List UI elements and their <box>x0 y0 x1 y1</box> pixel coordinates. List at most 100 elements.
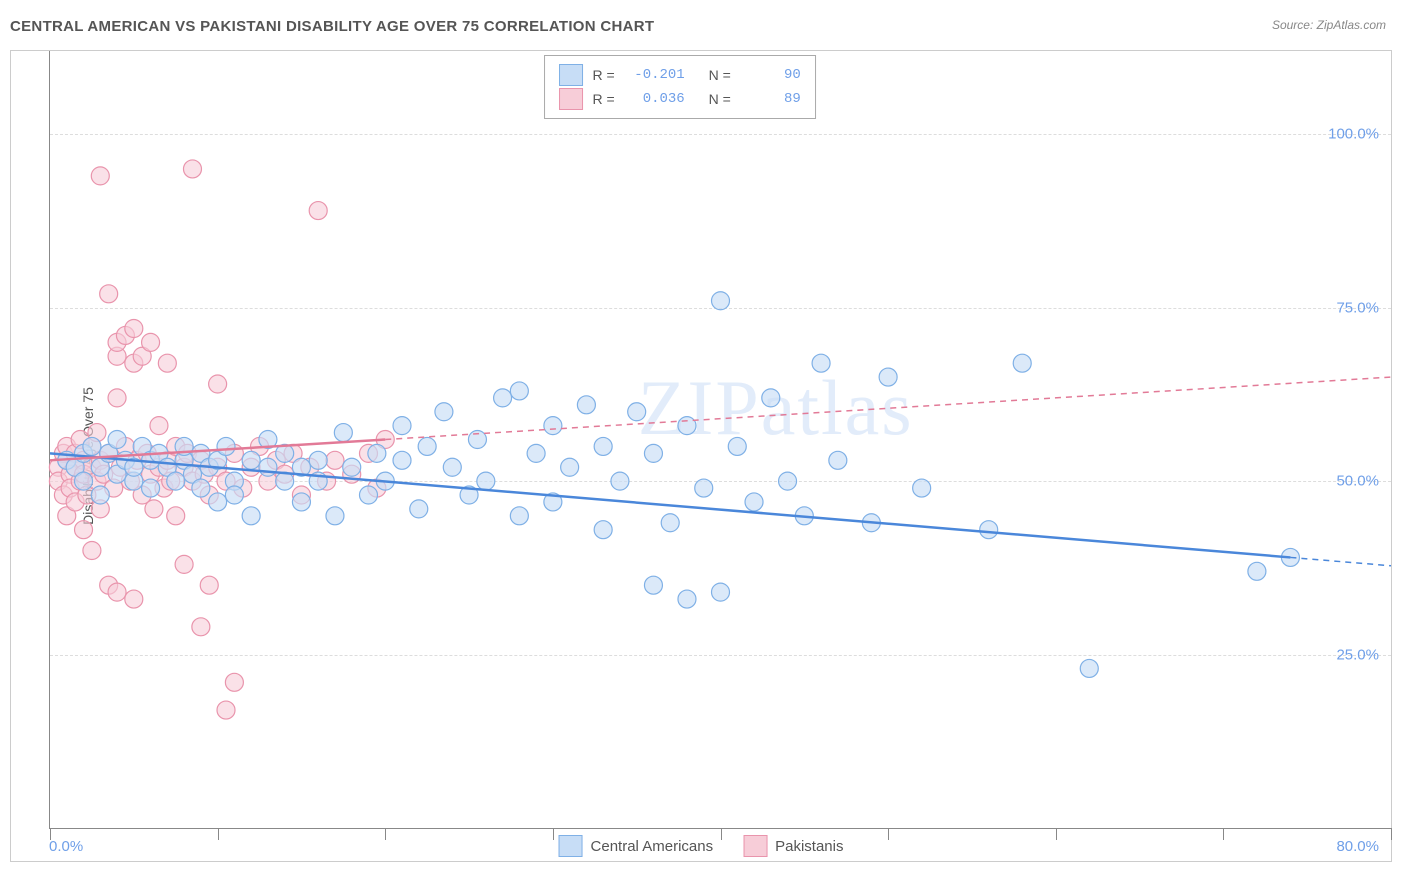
data-point <box>158 354 176 372</box>
data-point <box>142 479 160 497</box>
data-point <box>175 555 193 573</box>
n-label: N = <box>709 67 731 83</box>
x-tick <box>1223 828 1224 840</box>
data-point <box>183 160 201 178</box>
y-tick-label: 75.0% <box>1336 299 1379 316</box>
data-point <box>594 521 612 539</box>
data-point <box>913 479 931 497</box>
data-point <box>661 514 679 532</box>
data-point <box>209 493 227 511</box>
data-point <box>292 493 310 511</box>
data-point <box>309 451 327 469</box>
correlation-legend: R = -0.201 N = 90 R = 0.036 N = 89 <box>544 55 816 119</box>
data-point <box>611 472 629 490</box>
data-point <box>83 542 101 560</box>
data-point <box>200 576 218 594</box>
source-label: Source: ZipAtlas.com <box>1272 18 1386 32</box>
data-point <box>594 437 612 455</box>
data-point <box>510 382 528 400</box>
legend-label: Central Americans <box>591 838 714 855</box>
data-point <box>980 521 998 539</box>
x-axis-min-label: 0.0% <box>49 838 83 855</box>
data-point <box>108 583 126 601</box>
r-value: -0.201 <box>625 67 685 83</box>
x-tick <box>553 828 554 840</box>
data-point <box>242 451 260 469</box>
data-point <box>695 479 713 497</box>
trend-line-projection <box>1290 557 1391 565</box>
header: CENTRAL AMERICAN VS PAKISTANI DISABILITY… <box>0 18 1406 42</box>
data-point <box>712 583 730 601</box>
data-point <box>1080 659 1098 677</box>
data-point <box>167 472 185 490</box>
data-point <box>217 437 235 455</box>
data-point <box>494 389 512 407</box>
data-point <box>75 472 93 490</box>
x-axis-max-label: 80.0% <box>1336 838 1379 855</box>
data-point <box>561 458 579 476</box>
data-point <box>728 437 746 455</box>
y-tick-label: 50.0% <box>1336 473 1379 490</box>
swatch-icon <box>559 835 583 857</box>
data-point <box>242 507 260 525</box>
data-point <box>829 451 847 469</box>
data-point <box>209 375 227 393</box>
y-tick-label: 25.0% <box>1336 646 1379 663</box>
data-point <box>368 444 386 462</box>
data-point <box>544 417 562 435</box>
data-point <box>259 458 277 476</box>
data-point <box>91 486 109 504</box>
chart-svg <box>50 51 1391 828</box>
x-tick <box>1391 828 1392 840</box>
r-label: R = <box>593 67 615 83</box>
data-point <box>225 486 243 504</box>
data-point <box>644 444 662 462</box>
data-point <box>343 458 361 476</box>
r-value: 0.036 <box>625 91 685 107</box>
data-point <box>75 521 93 539</box>
data-point <box>527 444 545 462</box>
data-point <box>108 389 126 407</box>
n-value: 90 <box>741 67 801 83</box>
data-point <box>678 417 696 435</box>
data-point <box>125 320 143 338</box>
swatch-icon <box>559 64 583 86</box>
trend-line <box>50 453 1290 557</box>
data-point <box>334 424 352 442</box>
n-value: 89 <box>741 91 801 107</box>
data-point <box>167 507 185 525</box>
y-tick-label: 100.0% <box>1328 126 1379 143</box>
data-point <box>393 451 411 469</box>
data-point <box>192 618 210 636</box>
data-point <box>435 403 453 421</box>
x-tick <box>1056 828 1057 840</box>
data-point <box>418 437 436 455</box>
legend-item: Central Americans <box>559 835 714 857</box>
data-point <box>762 389 780 407</box>
data-point <box>443 458 461 476</box>
data-point <box>577 396 595 414</box>
data-point <box>678 590 696 608</box>
data-point <box>779 472 797 490</box>
legend-item: Pakistanis <box>743 835 843 857</box>
legend-row: R = -0.201 N = 90 <box>559 64 801 86</box>
series-legend: Central Americans Pakistanis <box>559 835 844 857</box>
swatch-icon <box>743 835 767 857</box>
legend-label: Pakistanis <box>775 838 843 855</box>
data-point <box>1248 562 1266 580</box>
data-point <box>309 202 327 220</box>
data-point <box>745 493 763 511</box>
data-point <box>628 403 646 421</box>
data-point <box>192 479 210 497</box>
data-point <box>91 167 109 185</box>
data-point <box>477 472 495 490</box>
x-tick <box>385 828 386 840</box>
swatch-icon <box>559 88 583 110</box>
data-point <box>108 431 126 449</box>
data-point <box>142 333 160 351</box>
chart-container: Disability Age Over 75 ZIPatlas R = -0.2… <box>10 50 1392 862</box>
data-point <box>145 500 163 518</box>
data-point <box>225 673 243 691</box>
data-point <box>1013 354 1031 372</box>
n-label: N = <box>709 91 731 107</box>
